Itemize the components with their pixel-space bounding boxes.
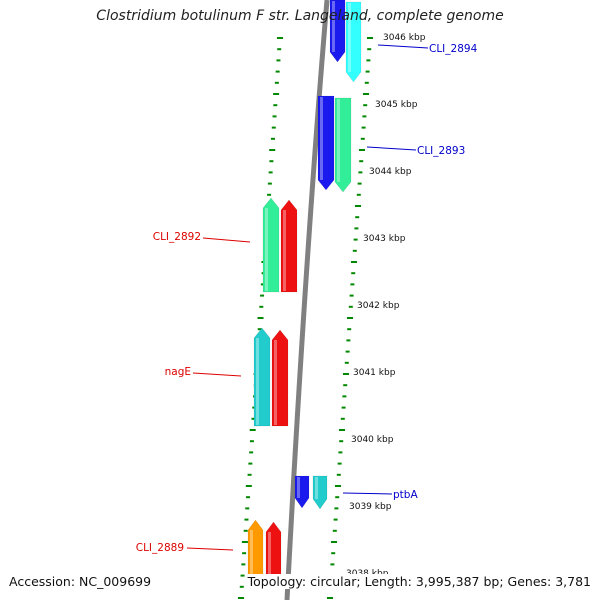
gene-label: ptbA [393,489,418,501]
gene-leader-line [192,372,242,377]
gene-arrow-shine [337,99,340,182]
scale-label: 3040 kbp [351,435,394,445]
gene-arrow-shine [348,3,351,72]
gene-arrow-shine [297,477,300,498]
gene-leader-line [186,547,234,551]
gene-label: CLI_2894 [429,43,478,55]
gene-arrow [265,521,282,579]
scale-label: 3046 kbp [383,33,426,43]
gene-arrow [345,1,362,83]
gene-label: CLI_2889 [136,542,184,554]
gene-arrow [294,475,310,509]
gene-arrow-shine [332,1,335,52]
scale-label: 3043 kbp [363,234,406,244]
gene-arrow [334,97,352,193]
gene-label: CLI_2893 [417,145,465,157]
genome-summary: Topology: circular; Length: 3,995,387 bp… [247,574,591,589]
gene-arrow [271,329,289,427]
gene-leader-line [366,146,417,151]
gene-leader-line [342,492,393,495]
gene-arrow [329,0,346,63]
gene-arrow-shine [265,208,268,291]
scale-label: 3045 kbp [375,100,418,110]
gene-arrow-shine [274,340,277,425]
scale-label: 3041 kbp [353,368,396,378]
gene-arrow-shine [256,338,259,425]
gene-arrow-shine [283,210,286,291]
gene-arrow [247,519,264,579]
gene-arrow-shine [268,532,271,577]
gene-arrow-shine [315,477,318,499]
gene-arrow [280,199,298,293]
gene-leader-line [202,237,251,243]
map-title: Clostridium botulinum F str. Langeland, … [96,8,504,24]
gene-label: CLI_2892 [153,231,201,243]
gene-arrow [312,475,328,510]
genome-backbone [284,0,330,601]
gene-arrow [253,327,271,427]
scale-label: 3042 kbp [357,301,400,311]
accession-label: Accession: NC_009699 [9,574,152,589]
gene-leader-line [377,44,429,49]
gene-arrow-shine [250,530,253,577]
gene-arrow-shine [320,97,323,180]
gene-arrow [262,197,280,293]
scale-label: 3039 kbp [349,502,392,512]
gene-arrow [317,95,335,191]
scale-label: 3044 kbp [369,167,412,177]
gene-label: nagE [165,366,191,378]
